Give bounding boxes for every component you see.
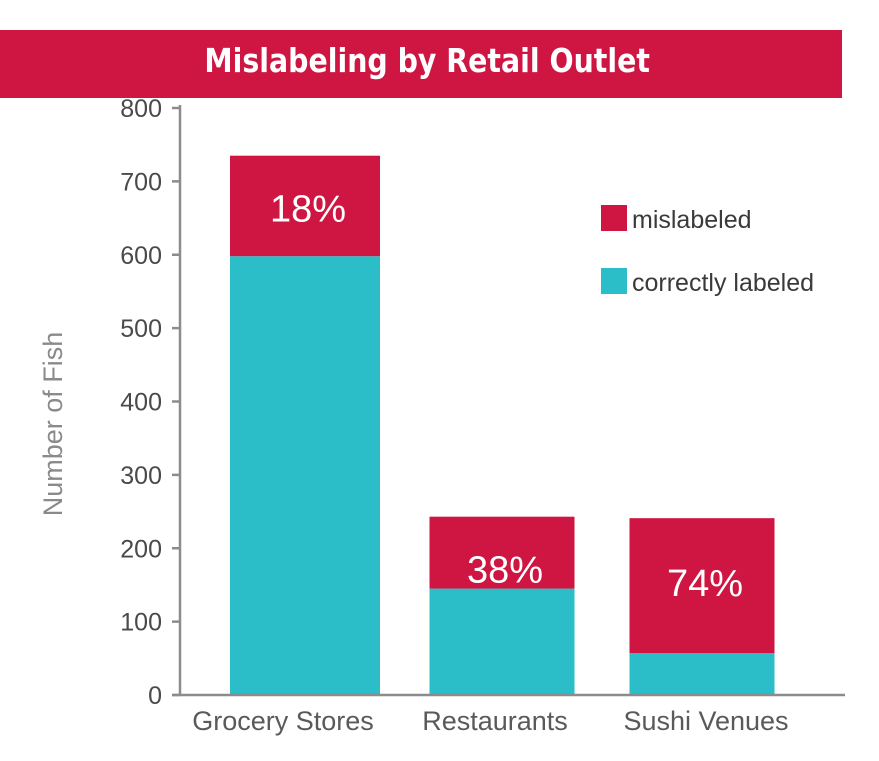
y-tick-label: 400: [120, 389, 162, 417]
legend-swatch: [601, 268, 627, 294]
bar-correctly-labeled: [429, 588, 575, 695]
bar-mislabeled: [230, 155, 380, 257]
bar-mislabeled: [629, 518, 775, 654]
bars: 18% 38% 74%: [230, 155, 775, 695]
y-tick-label: 200: [120, 535, 162, 563]
x-axis: Grocery Stores Restaurants Sushi Venues: [172, 693, 845, 736]
y-tick-label: 600: [120, 242, 162, 270]
chart-title: Mislabeling by Retail Outlet: [204, 41, 650, 80]
legend-label: correctly labeled: [632, 269, 814, 297]
legend-swatch: [601, 205, 627, 231]
y-tick-label: 500: [120, 315, 162, 343]
y-axis-label: Number of Fish: [38, 332, 68, 517]
bar-mislabeled: [429, 516, 575, 589]
x-tick-label: Restaurants: [422, 706, 568, 736]
y-tick-label: 800: [120, 95, 162, 123]
legend: mislabeled correctly labeled: [601, 205, 814, 297]
data-label-percent: 74%: [667, 563, 743, 605]
bar-correctly-labeled: [230, 256, 380, 695]
x-tick-label: Sushi Venues: [623, 706, 788, 736]
y-axis: 0 100 200 300 400 500 600 700 800: [120, 95, 182, 710]
x-tick-label: Grocery Stores: [192, 706, 374, 736]
data-label-percent: 38%: [467, 550, 543, 592]
legend-label: mislabeled: [632, 206, 752, 234]
data-label-percent: 18%: [270, 189, 346, 231]
y-tick-label: 100: [120, 609, 162, 637]
bar-correctly-labeled: [629, 653, 775, 695]
chart-title-bar: Mislabeling by Retail Outlet: [0, 30, 842, 98]
y-tick-label: 300: [120, 462, 162, 490]
y-tick-label: 0: [148, 682, 162, 710]
y-tick-label: 700: [120, 168, 162, 196]
